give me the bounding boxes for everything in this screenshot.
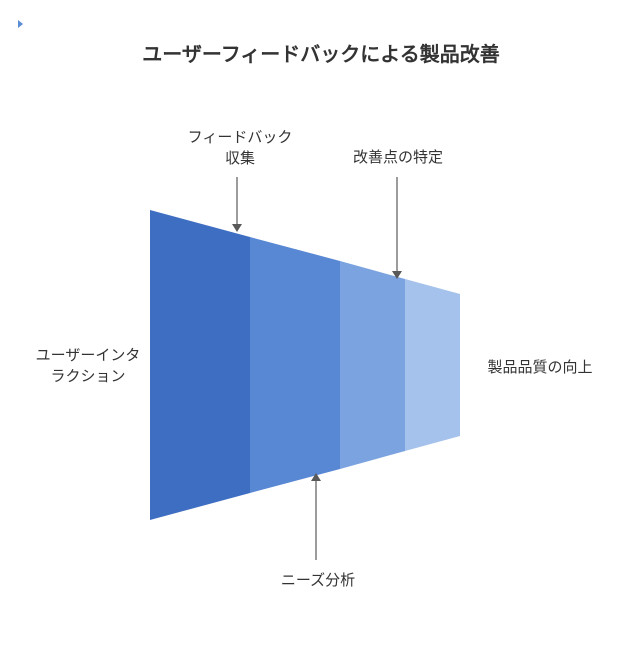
label-top-2: 改善点の特定 — [338, 147, 458, 168]
funnel-svg — [0, 0, 642, 665]
label-bottom: ニーズ分析 — [258, 570, 378, 591]
funnel-segment-2 — [250, 237, 340, 493]
arrow-bottom — [311, 473, 321, 560]
arrow-top-1 — [232, 177, 242, 232]
arrow-top-2 — [392, 177, 402, 279]
label-top-1: フィードバック 収集 — [180, 127, 300, 169]
funnel-segment-3 — [340, 261, 405, 469]
funnel-segment-4 — [405, 279, 460, 451]
funnel-segment-1 — [150, 210, 250, 520]
label-right: 製品品質の向上 — [470, 357, 610, 378]
funnel-diagram: ユーザーインタ ラクション フィードバック 収集 改善点の特定ニーズ分析 製品品質の向… — [0, 0, 642, 665]
label-left: ユーザーインタ ラクション — [28, 345, 148, 387]
